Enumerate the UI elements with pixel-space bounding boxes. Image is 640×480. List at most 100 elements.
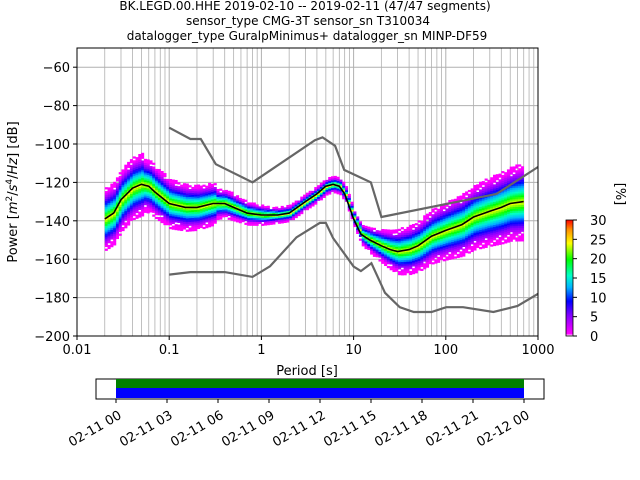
ppsd-cell bbox=[487, 239, 491, 242]
ppsd-cell bbox=[205, 224, 209, 227]
ppsd-cell bbox=[462, 194, 466, 198]
ppsd-cell bbox=[135, 193, 139, 196]
ppsd-cell bbox=[222, 209, 226, 212]
ppsd-cell bbox=[434, 255, 438, 258]
ppsd-cell bbox=[224, 212, 228, 216]
ppsd-cell bbox=[227, 208, 231, 211]
ppsd-cell bbox=[417, 228, 421, 231]
ppsd-cell bbox=[392, 264, 396, 267]
ppsd-cell bbox=[481, 209, 485, 213]
ppsd-cell bbox=[492, 197, 497, 201]
ppsd-cell bbox=[127, 192, 131, 195]
ppsd-cell bbox=[431, 241, 435, 244]
ppsd-cell bbox=[462, 248, 466, 251]
ppsd-cell bbox=[414, 248, 418, 251]
ppsd-cell bbox=[392, 246, 396, 250]
ppsd-cell bbox=[196, 220, 201, 224]
ppsd-cell bbox=[518, 239, 522, 242]
ppsd-cell bbox=[515, 193, 519, 196]
ppsd-cell bbox=[492, 241, 497, 245]
ppsd-cell bbox=[157, 178, 161, 181]
ppsd-cell bbox=[174, 191, 178, 194]
ppsd-cell bbox=[146, 201, 150, 204]
ppsd-cell bbox=[163, 180, 167, 183]
ppsd-cell bbox=[398, 246, 402, 249]
ppsd-cell bbox=[300, 204, 304, 207]
ppsd-cell bbox=[317, 192, 321, 196]
ppsd-cell bbox=[266, 207, 270, 210]
ppsd-cell bbox=[241, 218, 245, 221]
ppsd-cell bbox=[244, 213, 248, 216]
ppsd-cell bbox=[518, 206, 522, 209]
ppsd-cell bbox=[459, 253, 463, 256]
ppsd-cell bbox=[389, 262, 393, 265]
ppsd-cell bbox=[149, 208, 153, 211]
ppsd-cell bbox=[236, 199, 240, 202]
ppsd-cell bbox=[442, 222, 446, 225]
ppsd-cell bbox=[317, 196, 321, 199]
ppsd-cell bbox=[504, 223, 508, 227]
ppsd-cell bbox=[425, 250, 430, 253]
ppsd-cell bbox=[107, 229, 111, 232]
ppsd-cell bbox=[392, 231, 396, 234]
ppsd-cell bbox=[451, 249, 455, 252]
ppsd-cell bbox=[479, 199, 483, 202]
ppsd-cell bbox=[294, 202, 298, 205]
ppsd-cell bbox=[479, 189, 483, 192]
ppsd-cell bbox=[437, 239, 441, 242]
ppsd-cell bbox=[353, 222, 357, 226]
ppsd-cell bbox=[205, 189, 209, 192]
ppsd-cell bbox=[456, 234, 460, 237]
ppsd-cell bbox=[280, 211, 284, 214]
ppsd-cell bbox=[124, 191, 128, 194]
ppsd-cell bbox=[504, 210, 508, 213]
ppsd-cell bbox=[196, 190, 201, 193]
ppsd-cell bbox=[210, 201, 214, 204]
ppsd-cell bbox=[347, 201, 351, 204]
ppsd-cell bbox=[487, 181, 491, 184]
ppsd-cell bbox=[294, 204, 298, 207]
ppsd-cell bbox=[277, 219, 282, 222]
ppsd-cell bbox=[127, 169, 131, 172]
colorbar-tick-label: 25 bbox=[590, 233, 607, 248]
ppsd-cell bbox=[498, 202, 502, 205]
ppsd-cell bbox=[252, 210, 256, 213]
ppsd-cell bbox=[113, 237, 117, 240]
ppsd-cell bbox=[506, 177, 511, 180]
ppsd-cell bbox=[110, 185, 114, 188]
ppsd-cell bbox=[166, 188, 170, 191]
ppsd-cell bbox=[185, 196, 189, 200]
ppsd-cell bbox=[484, 216, 488, 220]
ppsd-cell bbox=[512, 216, 516, 219]
ppsd-cell bbox=[127, 184, 131, 188]
ppsd-cell bbox=[208, 207, 212, 211]
ppsd-cell bbox=[166, 221, 170, 224]
ppsd-cell bbox=[110, 208, 114, 211]
ppsd-cell bbox=[501, 186, 505, 189]
ppsd-cell bbox=[157, 211, 161, 214]
ppsd-cell bbox=[495, 183, 499, 186]
ppsd-cell bbox=[127, 161, 131, 165]
ppsd-cell bbox=[445, 231, 449, 234]
ppsd-cell bbox=[255, 212, 259, 215]
ppsd-cell bbox=[300, 198, 304, 201]
ppsd-cell bbox=[199, 214, 203, 217]
ppsd-cell bbox=[501, 197, 505, 201]
ppsd-cell bbox=[261, 219, 265, 223]
ppsd-cell bbox=[244, 215, 248, 218]
ppsd-cell bbox=[420, 224, 424, 227]
ppsd-cell bbox=[515, 212, 519, 215]
ppsd-cell bbox=[227, 194, 231, 197]
ppsd-cell bbox=[358, 221, 363, 224]
coverage-tick-label: 02-11 09 bbox=[219, 408, 277, 450]
ppsd-cell bbox=[286, 206, 290, 210]
ppsd-cell bbox=[414, 244, 418, 247]
ppsd-cell bbox=[487, 237, 491, 240]
title-line-1: BK.LEGD.00.HHE 2019-02-10 -- 2019-02-11 … bbox=[119, 0, 490, 13]
ppsd-cell bbox=[129, 214, 133, 217]
ppsd-cell bbox=[202, 184, 206, 187]
ppsd-cell bbox=[518, 183, 522, 186]
ppsd-cell bbox=[182, 210, 187, 213]
ppsd-cell bbox=[467, 228, 471, 231]
ppsd-cell bbox=[180, 209, 184, 212]
